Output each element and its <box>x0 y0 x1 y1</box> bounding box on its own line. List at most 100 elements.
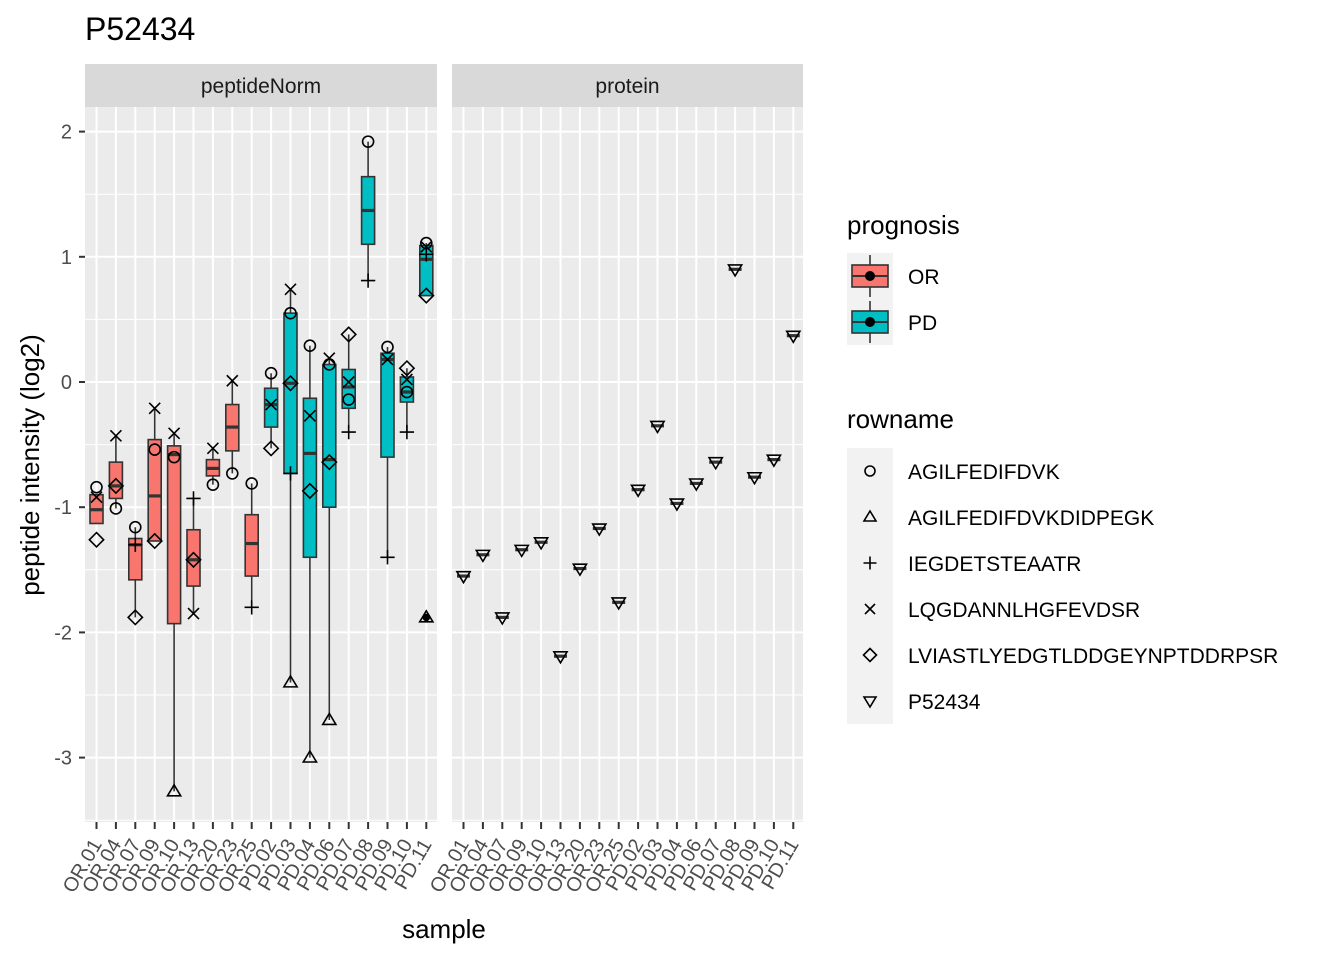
point-diamond <box>107 477 125 495</box>
point-circle <box>864 465 876 477</box>
point-circle <box>167 450 181 464</box>
point-triangle-down <box>649 420 666 434</box>
point-triangle-down <box>591 523 608 537</box>
y-tick-label: -3 <box>54 748 72 770</box>
point-triangle-down <box>785 330 802 344</box>
point-cross <box>187 607 200 620</box>
legend-title-prognosis: prognosis <box>847 210 960 240</box>
legend-key-point <box>865 271 875 281</box>
point-cross <box>323 352 336 365</box>
point-circle <box>148 443 161 456</box>
point-triangle-down <box>765 454 782 468</box>
point-triangle-down <box>668 498 685 512</box>
box-outlier <box>422 613 431 622</box>
legend-rowname: AGILFEDIFDVK AGILFEDIFDVKDIDPEGK IEGDETSTE… <box>847 448 1278 724</box>
y-tick-label: 2 <box>61 122 72 144</box>
box-OR.10 <box>166 445 182 625</box>
point-triangle-down <box>610 597 627 611</box>
y-tick-label: 0 <box>61 372 72 394</box>
legend-key-point <box>865 317 875 327</box>
point-triangle-down <box>494 612 511 626</box>
point-cross <box>303 409 316 422</box>
y-tick-label: -1 <box>54 497 72 519</box>
point-circle <box>90 480 103 494</box>
point-diamond <box>340 326 357 343</box>
chart-title: P52434 <box>85 11 195 47</box>
point-circle <box>206 478 220 491</box>
point-circle <box>264 366 278 380</box>
legend-key-bg <box>847 494 893 540</box>
x-axis-label: sample <box>402 914 486 944</box>
legend-label: IEGDETSTEAATR <box>908 553 1081 576</box>
box-OR.25 <box>244 513 259 577</box>
box-PD.09 <box>380 352 395 458</box>
strip-label-protein: protein <box>595 75 659 98</box>
point-triangle-down <box>571 563 588 577</box>
legend-label: P52434 <box>908 691 981 714</box>
point-circle <box>361 135 375 148</box>
legend-label: AGILFEDIFDVKDIDPEGK <box>908 507 1154 530</box>
y-axis: 2 1 0 -1 -2 -3 <box>54 122 85 770</box>
point-plus <box>283 466 298 481</box>
grid-lines <box>85 107 803 822</box>
box-PD.04 <box>302 397 318 559</box>
point-circle <box>226 467 239 480</box>
point-cross <box>864 603 876 615</box>
point-diamond <box>321 453 338 471</box>
point-circle <box>129 520 142 534</box>
point-cross <box>420 240 433 253</box>
point-circle <box>303 339 317 352</box>
point-diamond <box>301 482 319 500</box>
panel-peptidenorm <box>85 107 437 822</box>
point-diamond <box>418 287 435 304</box>
point-circle <box>342 393 356 406</box>
point-circle <box>381 340 394 354</box>
point-circle <box>400 385 414 399</box>
legend-key-bg <box>847 448 893 494</box>
point-cross <box>148 402 161 415</box>
point-cross <box>381 353 394 366</box>
point-triangle <box>166 783 183 797</box>
legend-label: OR <box>908 266 940 289</box>
point-plus <box>419 247 434 262</box>
point-circle <box>284 306 297 320</box>
box-PD.02 <box>263 387 279 428</box>
point-diamond <box>146 532 163 550</box>
point-triangle-down <box>552 650 569 665</box>
box-PD.03 <box>283 312 298 475</box>
point-plus <box>128 537 143 552</box>
y-axis-label: peptide intensity (log2) <box>15 334 45 596</box>
point-diamond <box>262 440 280 457</box>
legend-title-rowname: rowname <box>847 404 954 434</box>
point-plus <box>341 424 356 440</box>
strip-label-peptidenorm: peptideNorm <box>201 75 321 98</box>
x-axis: OR.01OR.04OR.07OR.09OR.10OR.13OR.20OR.23… <box>59 822 804 897</box>
box-PD.06 <box>321 363 337 508</box>
strip-peptidenorm <box>85 64 437 107</box>
point-circle <box>109 502 123 515</box>
point-plus <box>399 424 415 440</box>
point-plus <box>863 556 877 570</box>
point-triangle <box>862 509 878 522</box>
point-triangle-down <box>862 696 878 709</box>
point-diamond <box>185 551 202 569</box>
point-cross <box>342 375 355 389</box>
point-plus <box>360 273 376 288</box>
point-cross <box>90 491 103 504</box>
point-diamond <box>88 531 105 549</box>
strip-protein <box>452 64 803 107</box>
box-OR.09 <box>147 438 162 542</box>
point-triangle <box>282 674 299 688</box>
point-diamond <box>127 609 144 626</box>
point-diamond <box>282 374 299 392</box>
point-diamond <box>398 359 416 377</box>
point-triangle-down <box>727 264 744 278</box>
y-tick-label: 1 <box>61 247 72 269</box>
point-cross <box>265 398 278 411</box>
point-triangle-down <box>746 471 763 486</box>
point-triangle <box>301 749 318 763</box>
point-cross <box>206 442 219 455</box>
legend-key-bg <box>847 632 893 678</box>
point-triangle-down <box>707 456 724 471</box>
